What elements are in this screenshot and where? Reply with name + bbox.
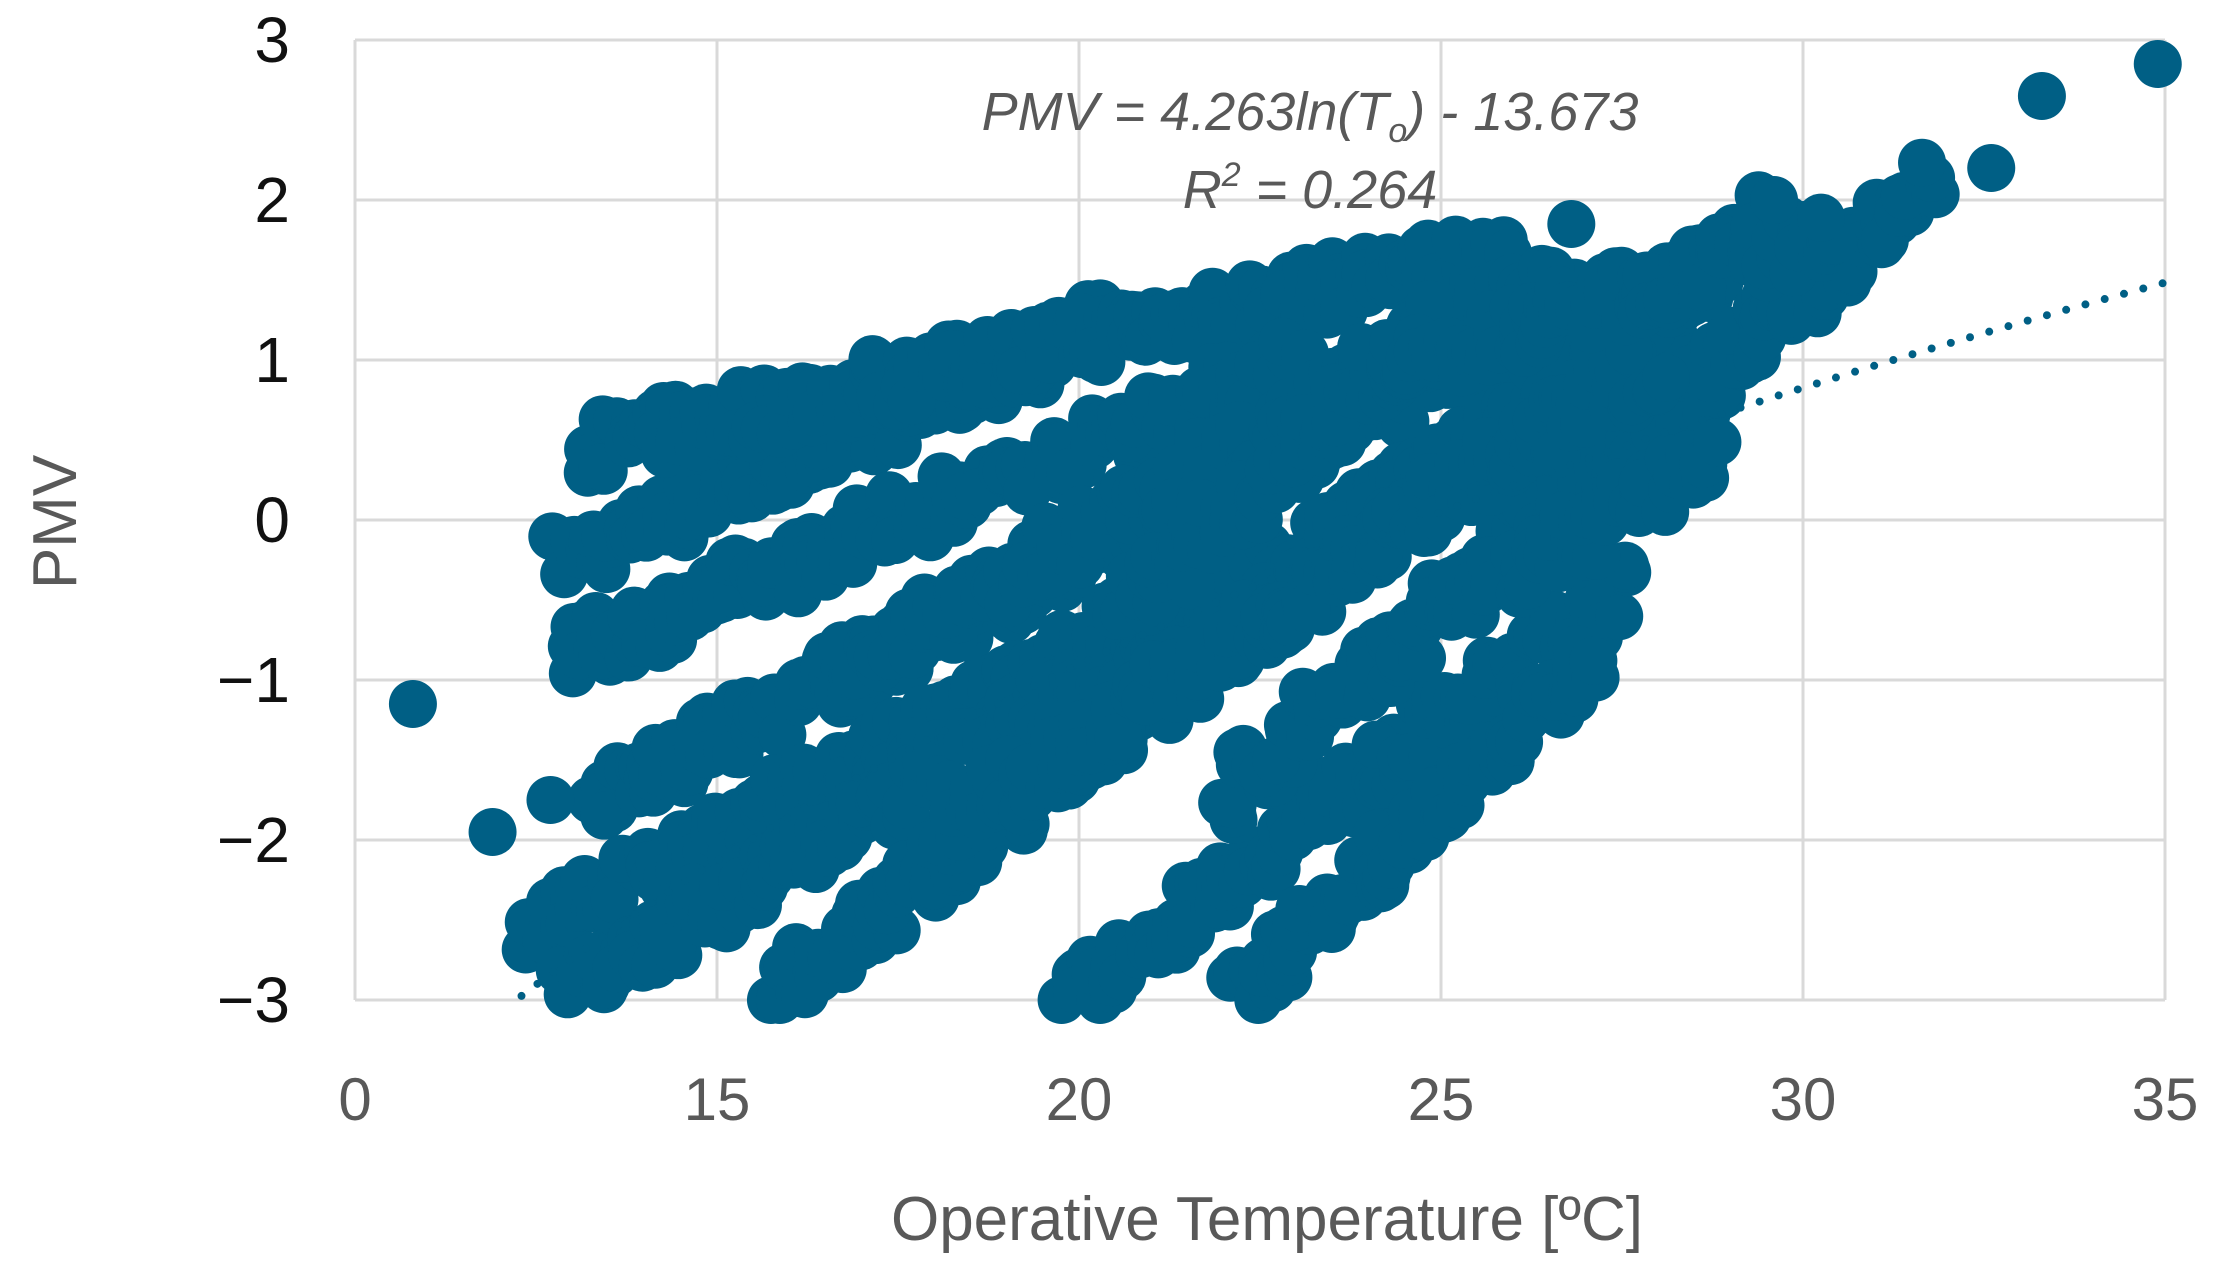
- r-squared-label: R2 = 0.264: [1183, 156, 1438, 220]
- data-point: [1967, 144, 2016, 192]
- y-tick-label: −3: [217, 964, 290, 1036]
- x-tick-label: 30: [1770, 1066, 1837, 1133]
- trendline-path: [517, 278, 2169, 1000]
- data-point: [388, 680, 437, 728]
- data-point: [2133, 40, 2182, 88]
- x-axis-ticks: 0 15 20 25 30 35: [338, 1066, 2198, 1133]
- data-point: [1693, 418, 1742, 467]
- data-point: [1094, 713, 1143, 762]
- data-point: [1547, 200, 1596, 248]
- data-point: [1569, 636, 1618, 685]
- x-axis-title: Operative Temperature [ºC]: [891, 1185, 1643, 1254]
- x-tick-label: 25: [1408, 1066, 1475, 1133]
- data-points: [388, 40, 2182, 1024]
- y-tick-label: −1: [217, 644, 290, 716]
- x-tick-label: 15: [684, 1066, 751, 1133]
- data-point: [2017, 72, 2066, 120]
- data-point: [580, 791, 629, 840]
- data-point: [468, 808, 517, 856]
- data-point: [1796, 193, 1845, 242]
- data-point: [1595, 592, 1644, 641]
- x-tick-label: 20: [1046, 1066, 1113, 1133]
- data-point: [848, 335, 897, 384]
- y-tick-label: 3: [254, 4, 290, 76]
- y-tick-label: −2: [217, 804, 290, 876]
- data-point: [1750, 176, 1799, 224]
- trendline: [517, 278, 2169, 1000]
- x-tick-label: 0: [338, 1066, 371, 1133]
- x-tick-label: 35: [2132, 1066, 2199, 1133]
- y-tick-label: 1: [254, 324, 290, 396]
- data-point: [1898, 138, 1947, 187]
- data-point: [526, 776, 575, 824]
- y-axis-ticks: 3 2 1 0 −1 −2 −3: [217, 4, 290, 1036]
- y-axis-title: PMV: [21, 454, 90, 589]
- y-tick-label: 2: [254, 164, 290, 236]
- trendline-equation: PMV = 4.263ln(To) - 13.673: [982, 82, 1639, 150]
- y-tick-label: 0: [254, 484, 290, 556]
- data-point: [1167, 561, 1216, 610]
- data-point: [1641, 353, 1690, 402]
